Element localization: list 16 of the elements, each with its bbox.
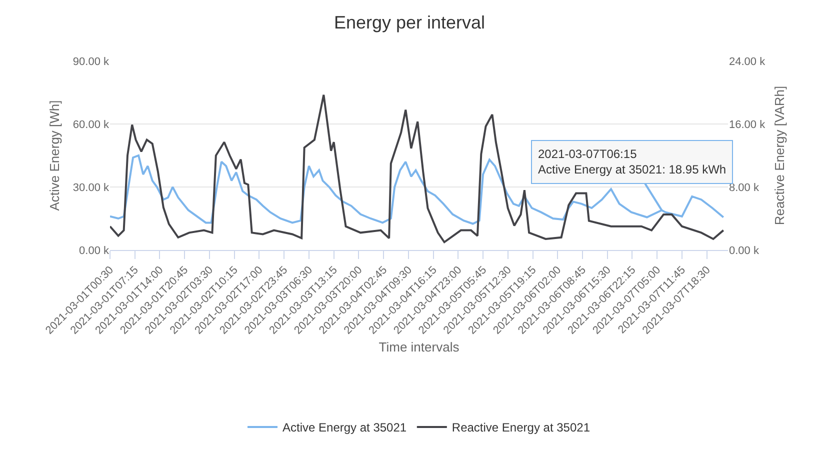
y2-tick-label: 24.00 k bbox=[729, 56, 766, 68]
y-axis-title: Active Energy [Wh] bbox=[46, 100, 62, 211]
legend-label: Active Energy at 35021 bbox=[282, 420, 407, 435]
chart-title: Energy per interval bbox=[334, 12, 486, 32]
y2-tick-label: 16.00 k bbox=[729, 118, 766, 131]
y2-tick-label: 8.00 k bbox=[729, 182, 760, 194]
x-axis-title: Time intervals bbox=[378, 339, 460, 354]
y-tick-label: 90.00 k bbox=[72, 56, 110, 68]
annotation: 2021-03-07T06:15 Active Energy at 35021: 18.95 kWh bbox=[538, 147, 726, 177]
line-series bbox=[110, 94, 724, 244]
y2-tick-label: 0.00 k bbox=[729, 244, 760, 257]
y-tick-label: 60.00 k bbox=[72, 118, 110, 131]
y-tick-label: 0.00 k bbox=[79, 244, 110, 257]
legend-label: Reactive Energy at 35021 bbox=[452, 420, 590, 435]
y2-axis-title: Reactive Energy [VARh] bbox=[772, 86, 788, 226]
y-tick-label: 30.00 k bbox=[72, 182, 110, 194]
